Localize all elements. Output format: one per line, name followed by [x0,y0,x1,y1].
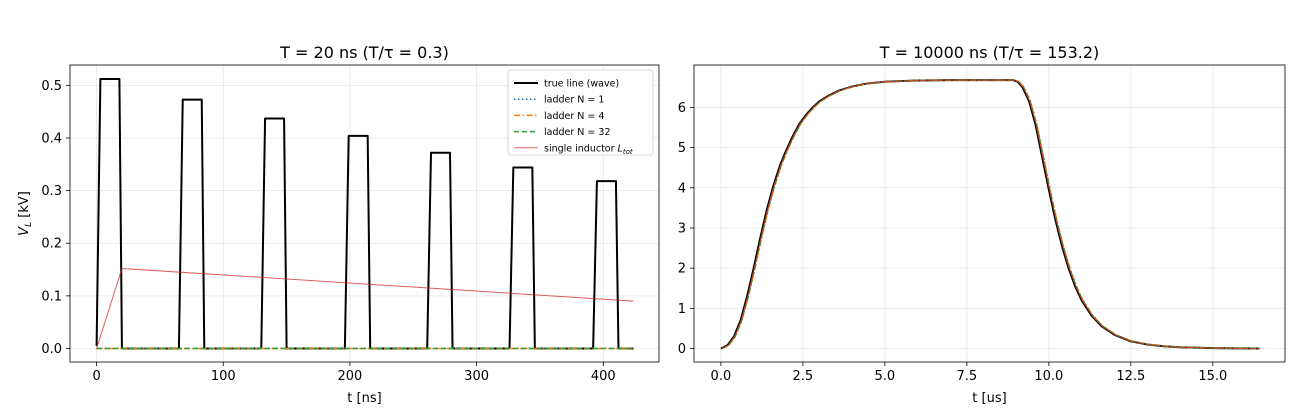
x-tick-label: 0 [92,369,100,384]
legend-label: ladder N = 4 [544,111,604,122]
legend-frame [507,69,654,156]
chart-title: T = 10000 ns (T/τ = 153.2) [879,43,1100,62]
y-tick-label: 5 [678,141,686,156]
x-tick-label: 7.5 [957,369,978,384]
axes-frame [69,64,660,363]
y-tick-label: 0.0 [41,342,62,357]
plot-area [720,79,1261,350]
chart-title: T = 20 ns (T/τ = 0.3) [279,43,449,62]
y-tick-label: 3 [678,221,686,236]
y-tick-label: 0.3 [41,184,62,199]
x-tick-label: 200 [338,369,363,384]
x-tick-label: 5.0 [875,369,896,384]
x-tick-label: 100 [211,369,236,384]
y-tick-label: 6 [678,101,686,116]
chart-left: 0 100 200 300 400 0.0 0.1 0.2 0.3 0.4 0.5 T = 20 ns… [17,43,660,406]
series-line-5 [721,79,1260,349]
plot-area [95,78,634,350]
legend-label: true line (wave) [544,79,619,90]
x-tick-label: 15.0 [1198,369,1227,384]
x-tick-label: 400 [591,369,616,384]
x-tick-label: 2.5 [793,369,814,384]
x-axis-label: t [ns] [347,391,381,406]
x-tick-label: 12.5 [1116,369,1145,384]
y-tick-label: 0 [678,342,686,357]
y-tick-label: 2 [678,262,686,277]
y-tick-label: 0.5 [41,79,62,94]
legend-label: ladder N = 32 [544,127,611,138]
x-tick-label: 0.0 [711,369,732,384]
legend: true line (wave) ladder N = 1 ladder N = 4… [507,69,654,156]
y-tick-label: 0.4 [41,131,62,146]
series-line-5 [96,267,634,349]
y-tick-label: 4 [678,181,686,196]
y-axis-label: VL [kV] [17,191,34,236]
legend-label: single inductor Ltot [544,143,633,156]
x-tick-label: 10.0 [1034,369,1063,384]
y-tick-label: 0.2 [41,237,62,252]
chart-right: 0.0 2.5 5.0 7.5 10.0 12.5 15.0 0 1 2 3 4 5 6 T = 10000… [678,43,1286,406]
y-tick-label: 0.1 [41,289,62,304]
axes-frame [693,64,1286,363]
x-axis-label: t [us] [972,391,1006,406]
legend-label: ladder N = 1 [544,95,604,106]
y-tick-label: 1 [678,302,686,317]
x-tick-label: 300 [464,369,489,384]
